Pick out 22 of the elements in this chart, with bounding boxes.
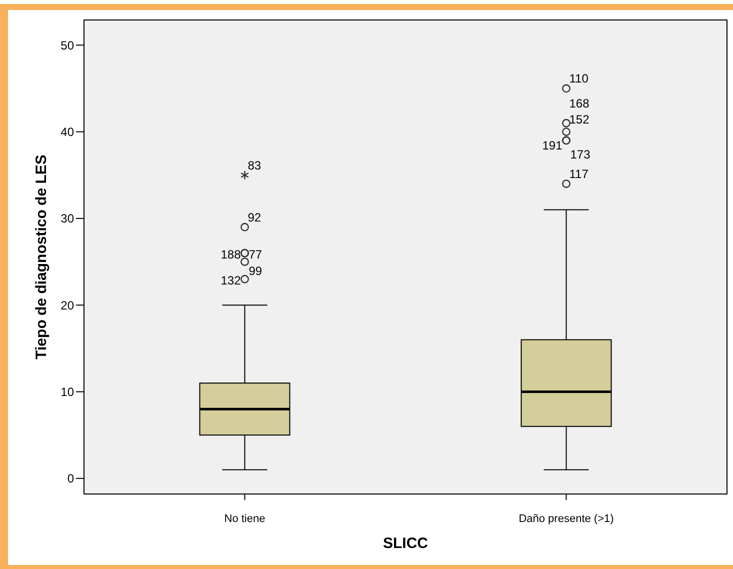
annotation: 99: [248, 264, 262, 278]
annotation: 168: [569, 96, 590, 110]
annotation: 110: [569, 72, 589, 86]
annotation: 92: [248, 210, 262, 224]
y-tick-label: 0: [67, 472, 74, 486]
y-tick-label: 20: [60, 298, 74, 312]
annotation: 173: [570, 148, 591, 162]
y-axis-title: Tiepo de diagnostico de LES: [33, 154, 50, 360]
x-tick-label: Daño presente (>1): [518, 513, 614, 525]
annotation: 152: [569, 112, 590, 126]
y-tick-label: 50: [60, 38, 74, 52]
y-tick-label: 10: [60, 384, 74, 399]
annotation: 77: [248, 247, 262, 262]
annotation: 117: [569, 166, 589, 181]
annotation: 191: [542, 138, 563, 153]
x-tick-label: No tiene: [224, 513, 266, 525]
annotation: 188: [220, 247, 242, 262]
x-axis-title: SLICC: [383, 535, 428, 552]
annotation: 132: [220, 273, 242, 288]
y-tick-label: 30: [60, 212, 74, 226]
y-tick-label: 40: [60, 124, 74, 139]
annotation: 83: [248, 158, 262, 172]
